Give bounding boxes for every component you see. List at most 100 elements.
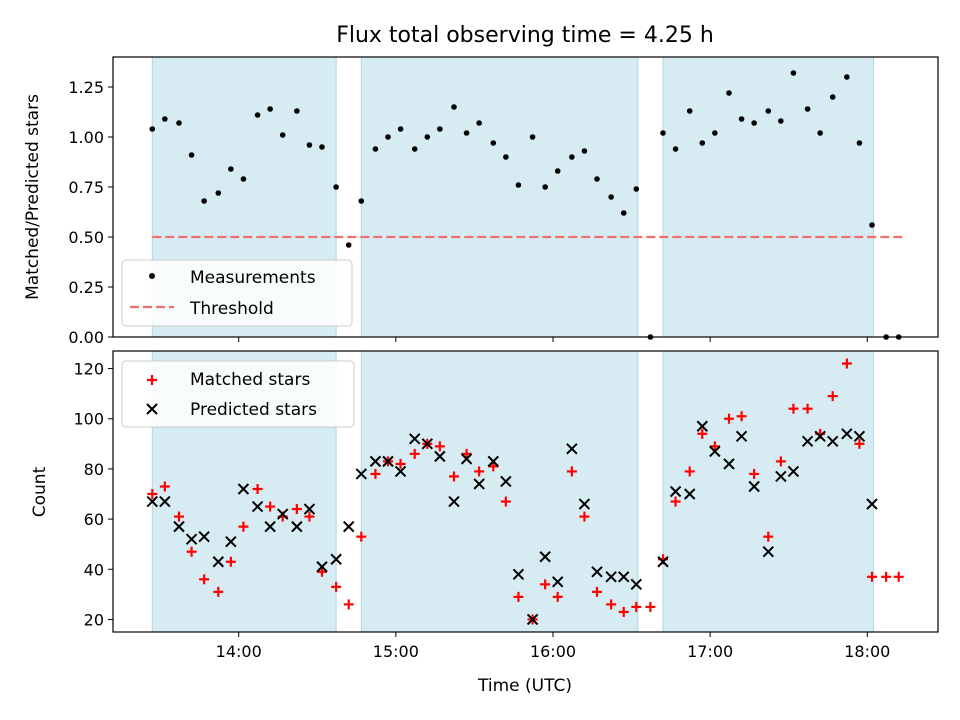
measurement-point xyxy=(358,198,365,204)
predicted-star-point xyxy=(526,613,539,626)
predicted-star-point xyxy=(814,430,826,443)
matched-star-point xyxy=(881,571,892,582)
measurement-points xyxy=(149,70,902,340)
top-y-axis-ticks: 0.00 0.25 0.50 0.75 1.00 1.25 xyxy=(68,78,113,347)
measurement-point xyxy=(633,186,640,192)
bottom-y-axis-label: Count xyxy=(30,466,50,517)
predicted-star-point xyxy=(173,520,185,533)
measurement-point xyxy=(699,140,706,146)
predicted-star-point xyxy=(566,443,578,455)
measurement-point xyxy=(569,154,575,160)
y-tick-label: 80 xyxy=(84,460,104,479)
predicted-star-point xyxy=(198,530,210,543)
predicted-star-point xyxy=(355,468,367,480)
matched-star-point xyxy=(631,601,642,612)
measurement-point xyxy=(267,106,273,112)
predicted-star-point xyxy=(578,498,591,510)
predicted-star-point xyxy=(866,498,878,510)
predicted-star-point xyxy=(277,508,289,520)
top-x-axis-ticks xyxy=(238,337,868,342)
top-legend-box xyxy=(121,259,353,327)
y-tick-label: 60 xyxy=(84,510,104,529)
predicted-star-point xyxy=(225,535,237,548)
measurement-point xyxy=(319,144,325,150)
y-tick-label: 0.00 xyxy=(68,328,104,347)
predicted-star-points xyxy=(146,420,878,626)
legend-measurements-marker xyxy=(149,273,155,279)
observing-window-2 xyxy=(360,56,639,338)
predicted-star-point xyxy=(735,430,748,443)
measurement-point xyxy=(712,130,718,136)
measurement-point xyxy=(279,132,286,138)
predicted-star-point xyxy=(330,553,342,565)
predicted-star-point xyxy=(512,568,525,581)
x-axis-label: Time (UTC) xyxy=(477,676,572,696)
y-tick-label: 20 xyxy=(84,610,104,629)
predicted-star-point xyxy=(159,495,171,508)
predicted-star-point xyxy=(473,478,485,490)
predicted-star-point xyxy=(723,458,735,470)
y-tick-label: 1.25 xyxy=(68,78,104,97)
measurement-point xyxy=(188,152,195,158)
predicted-star-point xyxy=(787,465,800,478)
x-tick-label: 16:00 xyxy=(530,642,576,661)
legend-predicted-marker xyxy=(146,403,158,415)
matched-star-point xyxy=(579,511,590,522)
matched-star-point xyxy=(199,574,210,585)
top-y-axis-label: Matched/Predicted stars xyxy=(23,94,43,300)
matched-star-point xyxy=(709,441,720,452)
predicted-star-point xyxy=(827,435,839,448)
predicted-star-point xyxy=(394,465,407,478)
bottom-legend-box xyxy=(121,360,355,428)
matched-star-point xyxy=(356,531,367,542)
matched-star-point xyxy=(395,458,406,469)
measurement-point xyxy=(778,118,784,124)
x-tick-label: 14:00 xyxy=(216,642,262,661)
predicted-star-point xyxy=(146,495,158,508)
top-plot-frame xyxy=(112,56,939,338)
measurement-point xyxy=(660,130,666,136)
predicted-star-point xyxy=(382,455,394,468)
measurement-point xyxy=(765,108,772,114)
matched-star-point xyxy=(566,466,577,477)
matched-star-point xyxy=(867,571,877,582)
matched-star-point xyxy=(500,496,511,507)
matched-star-point xyxy=(893,571,904,582)
predicted-star-point xyxy=(303,503,316,515)
predicted-star-point xyxy=(657,556,669,568)
measurement-point xyxy=(294,108,300,114)
measurement-point xyxy=(503,154,509,160)
matched-star-point xyxy=(592,586,602,597)
predicted-star-point xyxy=(291,520,303,533)
y-tick-label: 0.25 xyxy=(68,278,104,297)
legend-measurements-label: Measurements xyxy=(190,268,316,288)
measurement-point xyxy=(529,134,536,140)
matched-star-point xyxy=(788,403,799,414)
measurement-point xyxy=(515,182,522,188)
matched-star-point xyxy=(159,481,170,492)
measurement-point xyxy=(397,126,404,132)
matched-star-point xyxy=(513,591,524,602)
measurement-point xyxy=(790,70,797,76)
measurement-point xyxy=(437,126,443,132)
x-tick-label: 18:00 xyxy=(844,642,890,661)
matched-star-point xyxy=(854,438,865,449)
predicted-star-point xyxy=(343,520,355,533)
matched-star-point xyxy=(606,599,617,610)
observing-window-3 xyxy=(662,350,875,633)
measurement-point xyxy=(333,184,339,190)
measurement-point xyxy=(372,146,379,152)
measurement-point xyxy=(176,120,182,126)
matched-star-point xyxy=(265,501,276,512)
predicted-star-point xyxy=(539,551,551,563)
matched-star-point xyxy=(684,466,695,477)
matched-star-point xyxy=(186,546,197,557)
predicted-star-point xyxy=(762,546,774,558)
measurement-point xyxy=(149,126,156,132)
x-tick-label: 17:00 xyxy=(687,642,733,661)
matched-star-point xyxy=(697,428,708,439)
y-tick-label: 0.75 xyxy=(68,178,104,197)
bottom-panel: 20 40 60 80 100 120 14:00 15:00 16:00 17:00 18:00… xyxy=(30,350,939,696)
measurement-point xyxy=(254,112,261,118)
predicted-star-point xyxy=(409,433,421,445)
